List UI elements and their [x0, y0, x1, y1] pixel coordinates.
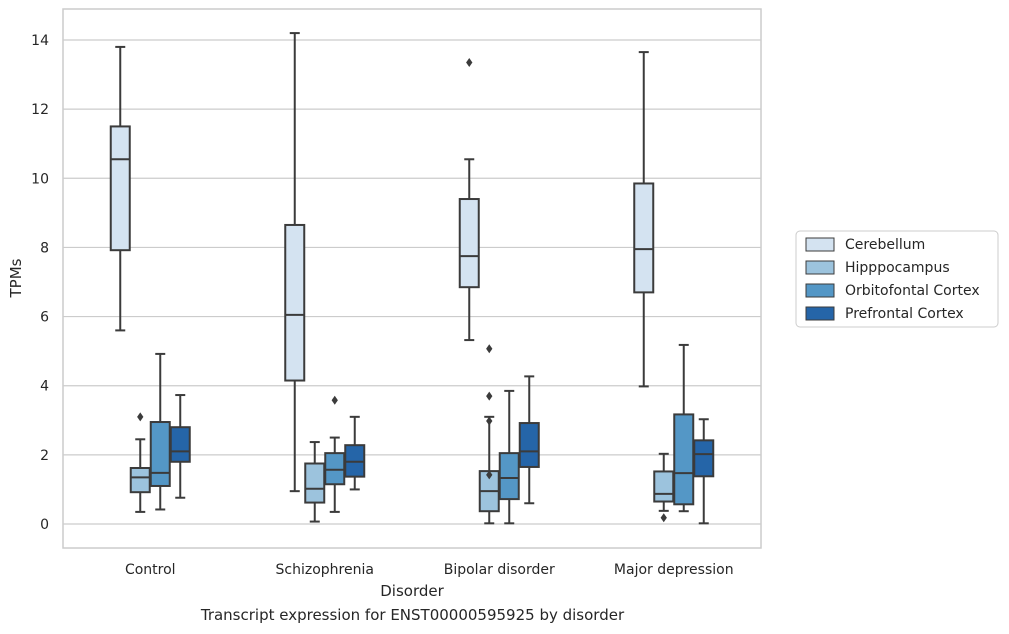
x-tick-label: Schizophrenia [276, 562, 374, 578]
y-tick-label: 14 [31, 33, 49, 49]
legend-frame [795, 230, 999, 328]
outlier-point [660, 513, 667, 523]
box-hipppocampus [304, 441, 326, 523]
box-iqr [458, 198, 480, 289]
chart-caption: Transcript expression for ENST0000059592… [200, 606, 625, 624]
box-iqr [693, 439, 715, 478]
outlier-point [466, 57, 473, 67]
legend-entry: Prefrontal Cortex [845, 306, 964, 322]
box-orbitofontal-cortex [324, 395, 346, 513]
legend-entry: Cerebellum [845, 237, 925, 253]
box-prefrontal-cortex [518, 375, 540, 505]
y-tick-label: 0 [40, 517, 49, 533]
x-axis-label: Disorder [380, 582, 444, 600]
y-tick-label: 8 [40, 240, 49, 256]
y-tick-label: 4 [40, 379, 49, 395]
x-tick-label: Major depression [614, 562, 734, 578]
y-tick-label: 10 [31, 171, 49, 187]
box-hipppocampus [478, 344, 500, 525]
boxes-layer [109, 32, 715, 525]
box-hipppocampus [653, 452, 675, 523]
box-iqr [149, 421, 171, 487]
box-iqr [324, 452, 346, 486]
legend-swatch [805, 260, 835, 275]
box-iqr [304, 462, 326, 504]
box-cerebellum [284, 32, 306, 493]
outlier-point [486, 470, 493, 480]
y-tick-labels: 0 2 4 6 8 10 12 14 [31, 33, 49, 533]
legend-entry: Orbitofontal Cortex [845, 283, 980, 299]
legend-swatch [805, 237, 835, 252]
box-iqr [109, 125, 131, 252]
y-tick-label: 12 [31, 102, 49, 118]
box-orbitofontal-cortex [498, 389, 520, 525]
box-iqr [129, 466, 151, 494]
box-cerebellum [458, 57, 480, 342]
legend-entry: Hipppocampus [845, 260, 950, 276]
box-iqr [169, 426, 191, 463]
box-cerebellum [109, 45, 131, 332]
x-tick-label: Control [125, 562, 176, 578]
box-orbitofontal-cortex [149, 352, 171, 511]
box-iqr [653, 470, 675, 503]
box-iqr [498, 452, 520, 501]
y-axis-label: TPMs [7, 258, 25, 298]
outlier-point [331, 395, 338, 405]
y-tick-label: 6 [40, 310, 49, 326]
box-iqr [518, 422, 540, 468]
box-prefrontal-cortex [344, 415, 366, 491]
box-orbitofontal-cortex [673, 343, 695, 513]
legend: Cerebellum Hipppocampus Orbitofontal Corte… [795, 230, 999, 328]
plot-frame [62, 8, 762, 549]
box-prefrontal-cortex [169, 394, 191, 499]
x-tick-label: Bipolar disorder [444, 562, 555, 578]
box-hipppocampus [129, 412, 151, 513]
x-tick-labels: Control Schizophrenia Bipolar disorder Majo… [125, 562, 734, 578]
legend-swatch [805, 283, 835, 298]
outlier-point [486, 344, 493, 354]
box-iqr [673, 413, 695, 506]
box-iqr [633, 182, 655, 294]
box-iqr [284, 223, 306, 382]
outlier-point [486, 416, 493, 426]
box-prefrontal-cortex [693, 418, 715, 525]
box-cerebellum [633, 51, 655, 388]
outlier-point [486, 391, 493, 401]
legend-swatch [805, 306, 835, 321]
y-tick-label: 2 [40, 448, 49, 464]
outlier-point [137, 412, 144, 422]
